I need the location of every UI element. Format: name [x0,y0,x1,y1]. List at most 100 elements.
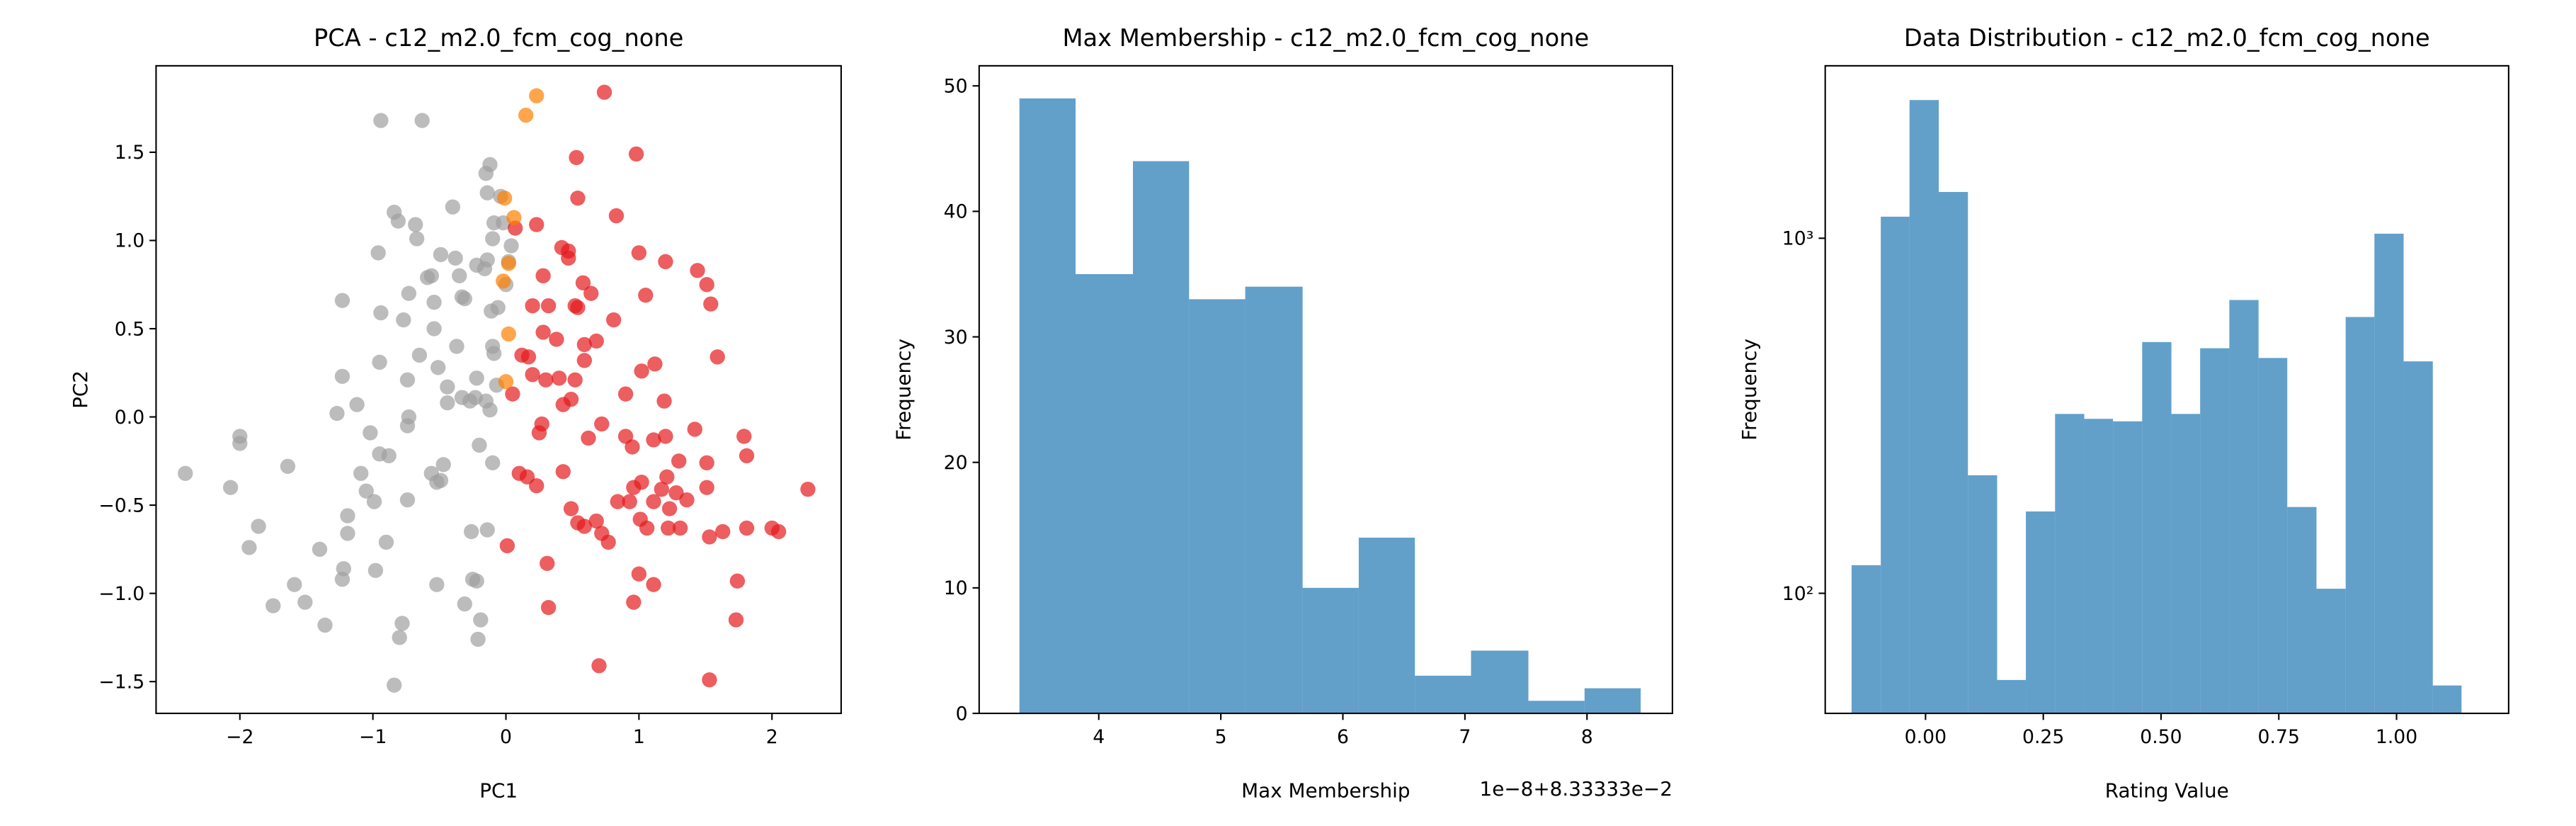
scatter-point [469,573,484,589]
scatter-point [392,630,407,645]
scatter-point [479,185,495,200]
histogram-bar [1938,191,1968,714]
scatter-point [699,480,714,495]
scatter-point [485,455,501,470]
scatter-point [518,107,534,123]
histogram-bar [1075,273,1134,714]
scatter-point [583,285,599,301]
scatter-point [486,346,502,361]
y-tick-label: 0.0 [115,407,144,429]
scatter-point [440,395,455,411]
scatter-point [525,367,540,383]
scatter-point [478,393,494,409]
scatter-point [634,475,649,490]
histogram-bar [2287,507,2317,714]
scatter-point [373,113,389,128]
scatter-point [668,485,684,501]
scatter-point [563,501,579,516]
scatter-point [340,526,355,541]
scatter-point [739,520,755,536]
scatter-point [699,277,714,293]
scatter-point [381,448,397,464]
scatter-point [671,453,687,469]
scatter-point [628,146,644,162]
plot-frame [978,64,1673,715]
scatter-point [457,596,472,612]
scatter-point [387,204,402,220]
subplot: 4 5 6 7 8 0 10 20 30 40 50 Max Membership - c12_m2.… [891,24,1673,802]
scatter-point [728,612,744,628]
scatter-point [431,360,446,375]
scatter-point [658,254,673,270]
histogram-bar [1584,688,1641,714]
y-axis-label: PC2 [69,370,92,409]
scatter-point [715,524,731,540]
scatter-point [499,538,515,554]
histogram-bar [2345,317,2375,714]
y-tick-label: −1.0 [98,583,144,605]
scatter-point [317,617,333,633]
scatter-point [435,457,451,473]
scatter-point [433,247,449,263]
scatter-point [363,425,378,441]
scatter-point [312,541,328,558]
histogram-bar [1851,565,1881,714]
scatter-point [329,405,345,422]
histogram-bar [1997,679,2027,714]
histogram-bar [2432,685,2462,714]
scatter-point [631,245,647,261]
x-axis-label: Rating Value [2105,779,2229,802]
x-tick-label: −2 [226,726,253,748]
scatter-point [394,616,410,631]
scatter-point [540,555,555,571]
scatter-point [372,354,387,370]
x-tick-label: 6 [1337,726,1349,748]
histogram-bar [1302,587,1359,714]
histogram-bar [1019,98,1076,714]
scatter-point [659,469,675,485]
scatter-point [622,494,637,509]
scatter-point [576,519,593,534]
scatter-point [452,268,467,283]
y-tick-label: 0 [956,703,968,725]
x-tick-label: 0.50 [2140,726,2182,748]
scatter-point [366,494,382,509]
scatter-point [703,296,719,312]
scatter-point [661,520,676,536]
y-tick-label: 30 [944,327,968,349]
subplot: −2 −1 0 1 2 −1.5 −1.0 −0.5 0.0 0.5 1.0 1.5 PCA - c12… [69,24,842,802]
scatter-point [373,305,389,321]
x-tick-label: −1 [359,726,387,748]
scatter-point [549,332,564,347]
scatter-point [358,483,374,499]
chart-title: Data Distribution - c12_m2.0_fcm_cog_non… [1904,24,2430,52]
histogram-bar [2142,341,2172,714]
scatter-point [540,599,557,616]
scatter-point [540,298,557,314]
scatter-point [445,199,461,215]
scatter-point [594,416,610,432]
plot-frame [1824,64,2509,715]
scatter-point [570,300,586,315]
scatter-point [241,540,257,555]
scatter-point [576,336,593,353]
scatter-point [496,191,513,206]
histogram-bar [2374,233,2404,714]
scatter-point [399,492,416,508]
scatter-point [472,437,487,453]
x-tick-label: 4 [1093,726,1105,748]
histogram-bar [2113,421,2143,714]
chart-title: Max Membership - c12_m2.0_fcm_cog_none [1063,24,1590,52]
scatter-point [617,386,634,402]
scatter-point [626,594,642,610]
scatter-point [581,430,596,446]
scatter-point [535,268,551,283]
scatter-point [349,397,365,412]
scatter-point [378,534,394,550]
scatter-point [729,573,746,589]
scatter-point [610,494,625,509]
scatter-point [736,429,752,444]
scatter-point [529,217,545,232]
